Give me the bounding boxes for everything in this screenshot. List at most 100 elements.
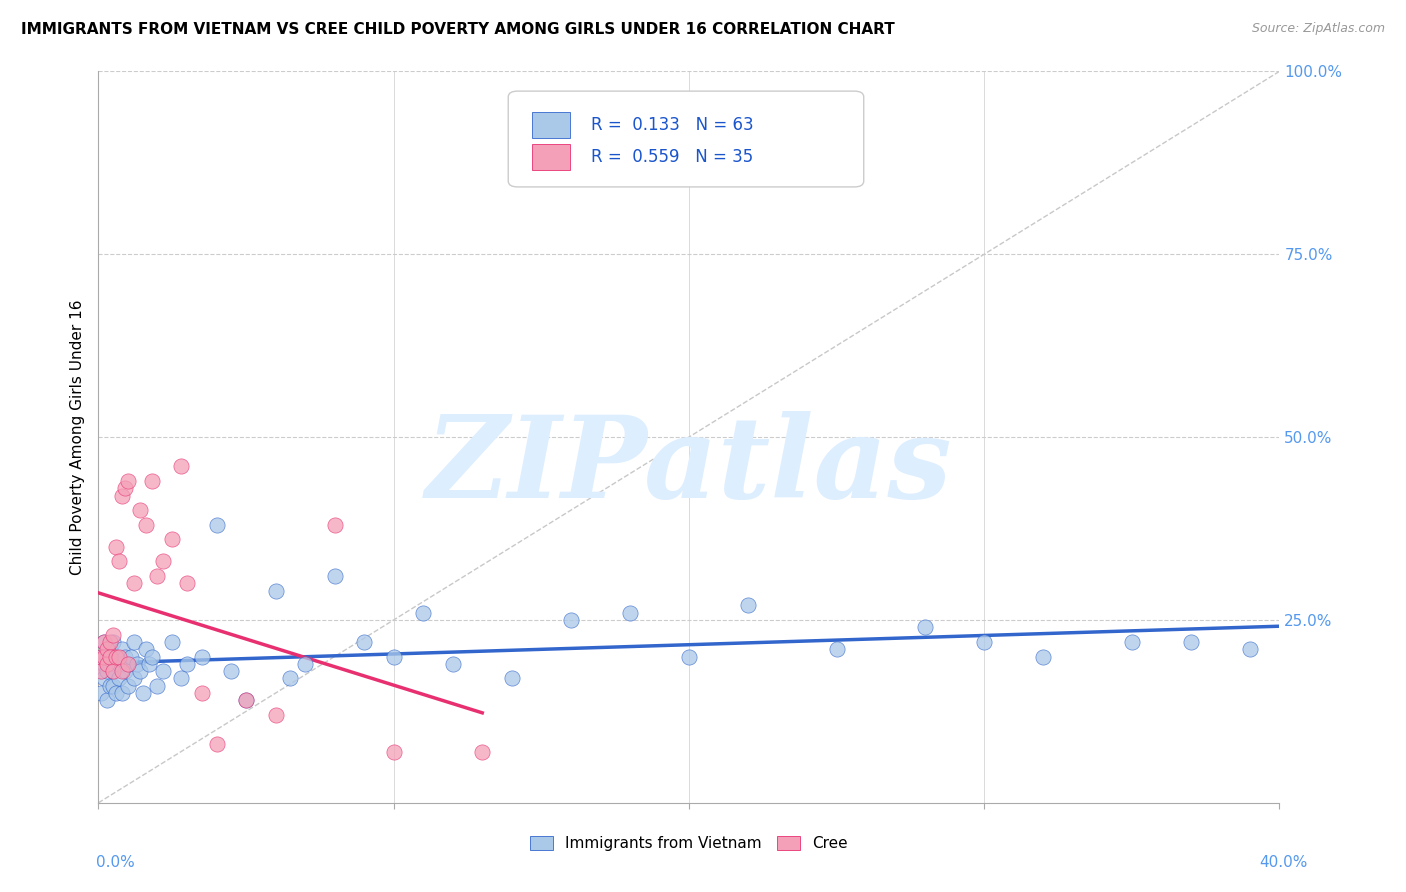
Point bbox=[235, 693, 257, 707]
Point bbox=[105, 649, 128, 664]
Point bbox=[114, 664, 136, 678]
FancyBboxPatch shape bbox=[531, 112, 569, 137]
Point bbox=[141, 649, 163, 664]
Point bbox=[501, 672, 523, 686]
Point bbox=[221, 664, 243, 678]
Point bbox=[619, 606, 641, 620]
Point bbox=[117, 657, 139, 671]
Point bbox=[135, 642, 157, 657]
Point bbox=[125, 657, 148, 671]
Point bbox=[90, 649, 112, 664]
Point bbox=[128, 503, 150, 517]
Point bbox=[114, 649, 136, 664]
Point bbox=[93, 657, 115, 671]
Point bbox=[441, 657, 464, 671]
Point bbox=[152, 554, 174, 568]
Point bbox=[90, 664, 112, 678]
Point bbox=[103, 679, 125, 693]
Point bbox=[96, 649, 118, 664]
Point bbox=[103, 627, 125, 641]
Point bbox=[117, 474, 139, 488]
Point bbox=[678, 649, 700, 664]
Point bbox=[90, 686, 112, 700]
Point bbox=[1121, 635, 1143, 649]
Point bbox=[108, 649, 131, 664]
Point bbox=[103, 664, 125, 678]
Point bbox=[162, 635, 183, 649]
Point bbox=[205, 517, 228, 532]
Point bbox=[98, 642, 121, 657]
Point bbox=[111, 489, 134, 503]
Point bbox=[111, 686, 134, 700]
Point bbox=[93, 672, 115, 686]
Point bbox=[471, 745, 494, 759]
FancyBboxPatch shape bbox=[531, 145, 569, 169]
Point bbox=[96, 642, 118, 657]
Legend: Immigrants from Vietnam, Cree: Immigrants from Vietnam, Cree bbox=[524, 830, 853, 857]
Text: R =  0.133   N = 63: R = 0.133 N = 63 bbox=[591, 116, 754, 134]
Point bbox=[191, 686, 214, 700]
Point bbox=[108, 657, 131, 671]
Point bbox=[323, 517, 346, 532]
Text: 40.0%: 40.0% bbox=[1260, 855, 1308, 870]
Point bbox=[382, 649, 405, 664]
Point bbox=[128, 664, 150, 678]
Text: 0.0%: 0.0% bbox=[96, 855, 135, 870]
Point bbox=[737, 599, 759, 613]
Text: Source: ZipAtlas.com: Source: ZipAtlas.com bbox=[1251, 22, 1385, 36]
Point bbox=[117, 657, 139, 671]
Point bbox=[111, 642, 134, 657]
Point bbox=[103, 635, 125, 649]
Point bbox=[146, 569, 169, 583]
Point bbox=[117, 679, 139, 693]
Text: ZIPatlas: ZIPatlas bbox=[426, 411, 952, 522]
Point bbox=[1180, 635, 1202, 649]
Point bbox=[412, 606, 434, 620]
Point bbox=[108, 554, 131, 568]
Point bbox=[235, 693, 257, 707]
Point bbox=[103, 664, 125, 678]
FancyBboxPatch shape bbox=[508, 91, 863, 187]
Point bbox=[176, 657, 198, 671]
Point bbox=[191, 649, 214, 664]
Point bbox=[280, 672, 302, 686]
Point bbox=[146, 679, 169, 693]
Point bbox=[108, 672, 131, 686]
Point bbox=[141, 474, 163, 488]
Point bbox=[294, 657, 316, 671]
Point bbox=[323, 569, 346, 583]
Point bbox=[122, 672, 145, 686]
Point bbox=[114, 481, 136, 495]
Point bbox=[111, 664, 134, 678]
Point bbox=[176, 576, 198, 591]
Point bbox=[132, 686, 155, 700]
Point bbox=[105, 649, 128, 664]
Point bbox=[93, 635, 115, 649]
Point bbox=[105, 540, 128, 554]
Point bbox=[1239, 642, 1261, 657]
Point bbox=[98, 657, 121, 671]
Point bbox=[96, 693, 118, 707]
Point bbox=[825, 642, 848, 657]
Point bbox=[560, 613, 582, 627]
Point bbox=[93, 649, 115, 664]
Point bbox=[90, 649, 112, 664]
Point bbox=[138, 657, 160, 671]
Point bbox=[205, 737, 228, 751]
Point bbox=[162, 533, 183, 547]
Point bbox=[98, 679, 121, 693]
Point bbox=[135, 517, 157, 532]
Text: IMMIGRANTS FROM VIETNAM VS CREE CHILD POVERTY AMONG GIRLS UNDER 16 CORRELATION C: IMMIGRANTS FROM VIETNAM VS CREE CHILD PO… bbox=[21, 22, 894, 37]
Point bbox=[96, 664, 118, 678]
Y-axis label: Child Poverty Among Girls Under 16: Child Poverty Among Girls Under 16 bbox=[69, 300, 84, 574]
Point bbox=[96, 657, 118, 671]
Point bbox=[90, 664, 112, 678]
Point bbox=[98, 635, 121, 649]
Point bbox=[264, 708, 287, 723]
Text: R =  0.559   N = 35: R = 0.559 N = 35 bbox=[591, 148, 754, 166]
Point bbox=[170, 459, 193, 474]
Point bbox=[1032, 649, 1054, 664]
Point bbox=[120, 649, 142, 664]
Point bbox=[122, 576, 145, 591]
Point bbox=[98, 649, 121, 664]
